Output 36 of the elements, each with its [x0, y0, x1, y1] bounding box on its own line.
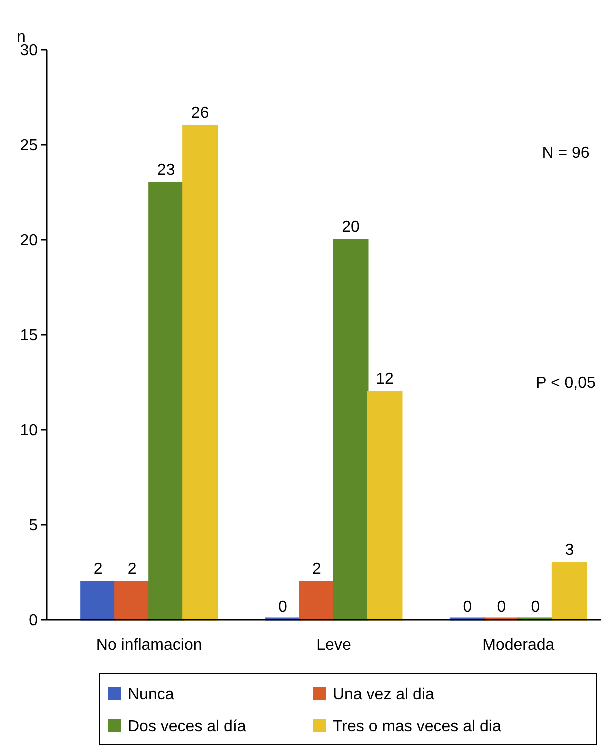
- x-tick-label: Moderada: [482, 637, 555, 654]
- y-tick-label: 0: [29, 612, 38, 630]
- y-tick-label: 30: [20, 42, 38, 60]
- data-label: 0: [278, 599, 288, 616]
- x-tick-label: Leve: [316, 637, 352, 654]
- legend-label: Tres o mas veces al dia: [333, 718, 502, 736]
- bar: [182, 125, 218, 621]
- y-tick-label: 20: [20, 232, 38, 250]
- data-label: 2: [312, 561, 322, 578]
- annotation: P < 0,05: [536, 375, 596, 392]
- bar: [333, 239, 369, 621]
- data-label: 2: [94, 561, 103, 578]
- legend-label: Una vez al dia: [333, 686, 434, 704]
- annotation: N = 96: [542, 145, 590, 162]
- bar: [552, 562, 588, 621]
- data-label: 26: [191, 105, 210, 122]
- data-label: 0: [463, 599, 472, 616]
- bar: [114, 581, 150, 621]
- bar: [148, 182, 184, 621]
- data-label: 12: [376, 371, 394, 388]
- legend-label: Nunca: [128, 686, 174, 704]
- bar: [80, 581, 116, 621]
- y-tick-label: 25: [20, 138, 38, 155]
- bar: [299, 581, 335, 621]
- y-tick-label: 10: [20, 422, 38, 440]
- x-tick-label: No inflamacion: [96, 637, 202, 654]
- bar: [367, 391, 403, 621]
- data-label: 0: [497, 599, 506, 616]
- data-label: 0: [531, 599, 540, 616]
- y-tick-label: 5: [29, 518, 38, 535]
- y-tick-label: 15: [20, 328, 38, 345]
- legend-label: Dos veces al día: [128, 718, 246, 736]
- data-label: 20: [342, 219, 360, 236]
- data-label: 2: [128, 561, 137, 578]
- data-label: 23: [157, 162, 176, 179]
- data-label: 3: [565, 542, 574, 559]
